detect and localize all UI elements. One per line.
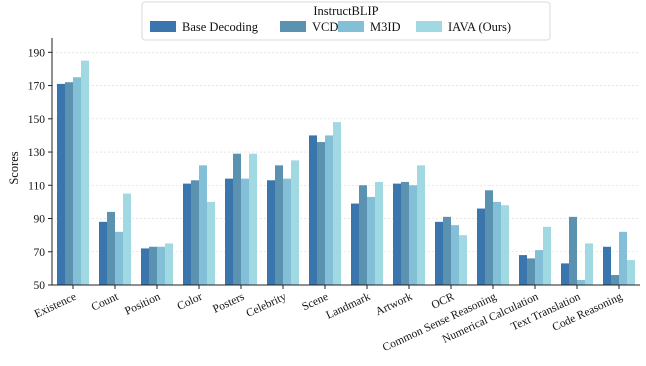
bar [183,183,191,285]
x-tick-label: Celebrity [244,291,288,320]
legend: InstructBLIP Base Decoding VCD M3ID IAVA (O… [141,1,551,41]
y-ticks: 50 70 90 110 130 150 170 190 [28,47,52,292]
x-tick-label: Count [90,291,121,314]
legend-items: Base Decoding VCD M3ID IAVA (Ours) [150,20,511,34]
bar [115,231,123,285]
y-tick-label: 190 [28,47,46,59]
y-axis-label: Scores [7,151,21,184]
bar [233,153,241,285]
bar [275,165,283,285]
legend-label: IAVA (Ours) [448,20,511,34]
x-ticks: Existence Count Position Color PostersCelebr… [33,285,624,354]
bar [207,201,215,285]
bar [73,77,81,285]
x-tick-label: OCR [430,291,457,312]
bar [99,221,107,285]
bar [157,246,165,285]
bar [443,216,451,285]
legend-label: M3ID [370,20,401,34]
x-tick-label: Artwork [374,291,415,318]
legend-label: VCD [312,20,338,34]
bar [619,231,627,285]
x-tick-label: Color [175,291,204,313]
x-tick-label: Position [123,291,162,318]
bar [501,205,509,285]
bar [359,185,367,285]
y-tick-label: 70 [34,247,46,259]
bar [375,181,383,285]
bar [291,160,299,285]
bar [141,248,149,285]
bar [409,185,417,285]
bar [225,178,233,285]
bar [535,250,543,285]
legend-swatch [280,21,306,32]
bar [435,221,443,285]
bar [393,183,401,285]
bar [451,225,459,285]
bar [603,246,611,285]
bar [317,142,325,285]
legend-swatch [150,21,176,32]
bar [309,135,317,285]
x-tick-label: Landmark [324,291,372,322]
x-tick-label: Existence [33,291,79,321]
bar [417,165,425,285]
bar [477,208,485,285]
y-tick-label: 130 [28,147,46,159]
bar [123,193,131,285]
bar [333,122,341,285]
y-tick-label: 90 [34,214,46,226]
bar [165,243,173,285]
bar [459,235,467,285]
bar [283,178,291,285]
bar [577,280,585,285]
bars [57,60,635,286]
bar [351,203,359,285]
bar [107,211,115,285]
bar [401,181,409,285]
y-tick-label: 50 [34,280,46,292]
legend-label: Base Decoding [182,20,259,34]
bar [367,196,375,285]
bar [267,180,275,285]
bar [561,263,569,285]
bar [57,83,65,286]
legend-title: InstructBLIP [313,4,378,18]
bar [527,258,535,285]
bar [485,190,493,285]
bar [493,201,501,285]
bar [519,255,527,285]
bar [585,243,593,285]
axes [51,38,640,286]
bar [611,275,619,285]
bar [199,165,207,285]
y-tick-label: 150 [28,114,46,126]
bar [149,246,157,285]
y-tick-label: 170 [28,81,46,93]
legend-swatch [416,21,442,32]
bar [81,60,89,285]
bar [249,153,257,285]
bar [191,180,199,285]
bar [325,135,333,285]
bar [569,216,577,285]
bar [241,178,249,285]
x-tick-label: Posters [211,291,247,316]
bar [543,226,551,285]
bar [65,82,73,285]
grid-lines [52,52,640,286]
y-tick-label: 110 [28,180,45,192]
legend-swatch [338,21,364,32]
bar [627,260,635,285]
